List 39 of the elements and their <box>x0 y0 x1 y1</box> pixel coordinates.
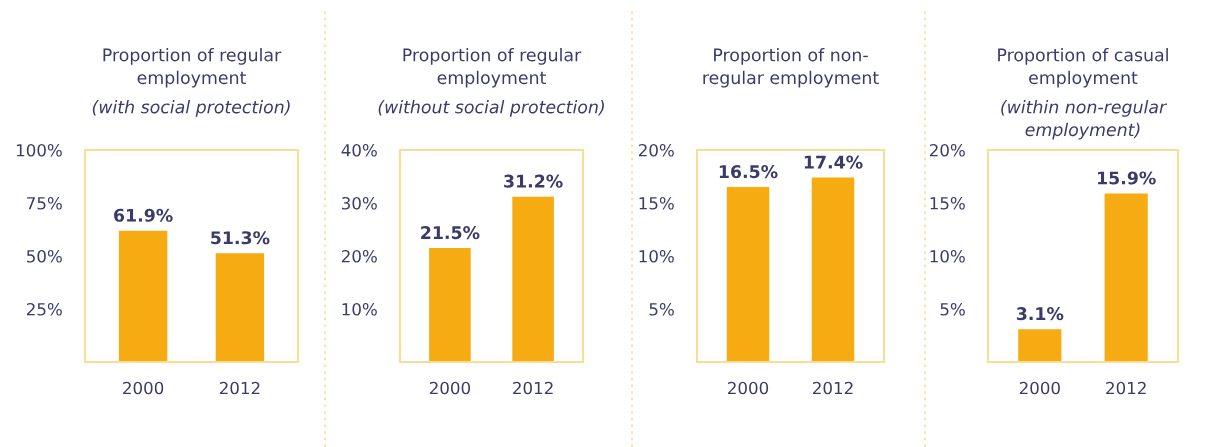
chart-title: Proportion of non- regular employment <box>703 48 879 88</box>
y-tick-label: 100% <box>16 143 62 157</box>
y-tick-label: 30% <box>342 196 377 210</box>
chart-subtitle: (with social protection) <box>92 100 290 117</box>
y-tick-label: 5% <box>940 302 965 316</box>
chart-title: Proportion of regular employment <box>403 48 582 88</box>
y-tick-label: 75% <box>27 196 62 210</box>
x-tick-label: 2000 <box>728 381 769 395</box>
x-tick-label: 2012 <box>813 381 853 395</box>
x-tick-label: 2000 <box>1019 381 1060 395</box>
y-tick-label: 40% <box>341 143 377 157</box>
y-tick-label: 5% <box>649 302 674 316</box>
chart-title: Proportion of casual employment <box>998 48 1168 88</box>
y-tick-label: 15% <box>930 196 965 210</box>
chart-subtitle: (within non-regular employment) <box>1001 100 1168 140</box>
y-tick-label: 25% <box>26 302 62 316</box>
data-label: 3.1% <box>1016 307 1064 321</box>
y-tick-label: 15% <box>639 196 674 210</box>
y-tick-label: 10% <box>342 302 377 316</box>
chart-title: Proportion of regular employment <box>103 48 282 88</box>
data-label: 51.3% <box>211 231 270 245</box>
data-label: 31.2% <box>504 174 563 188</box>
x-tick-label: 2000 <box>429 381 471 395</box>
data-label: 17.4% <box>804 155 863 169</box>
data-label: 16.5% <box>719 165 778 179</box>
x-tick-label: 2000 <box>123 381 164 395</box>
y-tick-label: 10% <box>639 249 674 263</box>
x-tick-label: 2012 <box>219 381 260 395</box>
data-label: 21.5% <box>421 226 480 240</box>
y-tick-label: 10% <box>930 249 965 263</box>
y-tick-label: 20% <box>929 143 965 157</box>
x-tick-label: 2012 <box>513 381 553 395</box>
data-label: 15.9% <box>1098 171 1156 185</box>
y-tick-label: 20% <box>638 143 674 157</box>
chart-subtitle: (without social protection) <box>378 100 604 117</box>
y-tick-label: 50% <box>27 249 62 263</box>
x-tick-label: 2012 <box>1106 381 1146 395</box>
data-label: 61.9% <box>114 208 173 222</box>
y-tick-label: 20% <box>341 249 377 263</box>
